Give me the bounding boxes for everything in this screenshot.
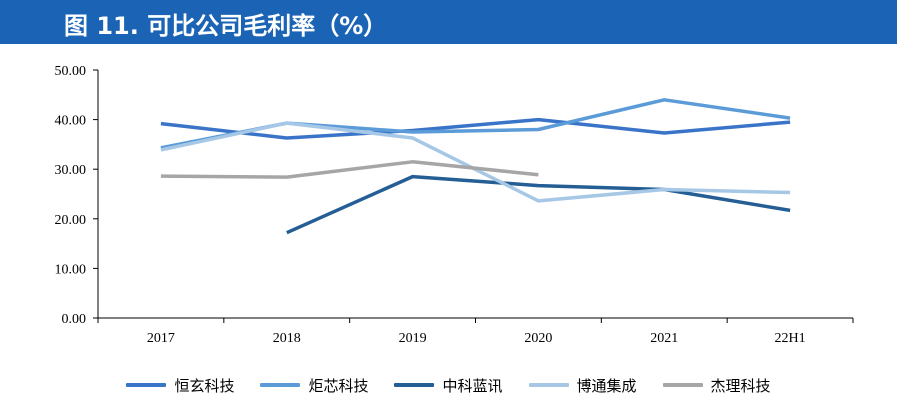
line-chart: 0.00 10.00 20.00 30.00 40.00 50.00 2017 2018 201… — [55, 64, 854, 346]
series-line-恒玄科技 — [160, 117, 791, 140]
series-line-杰理科技 — [160, 160, 539, 179]
title-bar: 图 11. 可比公司毛利率（%） — [0, 0, 897, 44]
legend-swatch — [394, 383, 435, 387]
y-tick-label: 40.00 — [55, 114, 87, 129]
legend-swatch — [260, 383, 301, 387]
legend-item: 中科蓝讯 — [394, 375, 503, 396]
y-tick-label: 0.00 — [62, 312, 87, 327]
x-tick-label: 22H1 — [775, 331, 806, 346]
legend-label: 炬芯科技 — [308, 376, 369, 395]
y-tick-label: 10.00 — [55, 262, 87, 277]
y-tick-label: 30.00 — [55, 163, 87, 178]
x-tick-label: 2020 — [524, 331, 552, 346]
legend-item: 恒玄科技 — [126, 375, 234, 396]
x-tick-label: 2018 — [273, 331, 301, 346]
legend-label: 恒玄科技 — [174, 376, 235, 395]
x-tick-label: 2021 — [650, 331, 678, 346]
x-tick-label: 2017 — [147, 331, 175, 346]
legend-label: 中科蓝讯 — [442, 376, 503, 395]
chart-title: 图 11. 可比公司毛利率（%） — [64, 12, 388, 40]
legend-item: 博通集成 — [528, 375, 637, 396]
legend-item: 炬芯科技 — [260, 375, 368, 396]
y-tick-label: 50.00 — [55, 64, 87, 79]
y-tick-label: 20.00 — [55, 213, 87, 228]
legend-swatch — [662, 383, 703, 387]
legend-label: 博通集成 — [576, 376, 637, 395]
legend: 恒玄科技 炬芯科技 中科蓝讯 博通集成 杰理科技 — [0, 370, 897, 400]
series-line-中科蓝讯 — [286, 174, 791, 235]
legend-swatch — [528, 383, 569, 387]
legend-item: 杰理科技 — [662, 375, 771, 396]
legend-swatch — [126, 383, 167, 387]
x-tick-label: 2019 — [399, 331, 427, 346]
legend-label: 杰理科技 — [710, 376, 771, 395]
